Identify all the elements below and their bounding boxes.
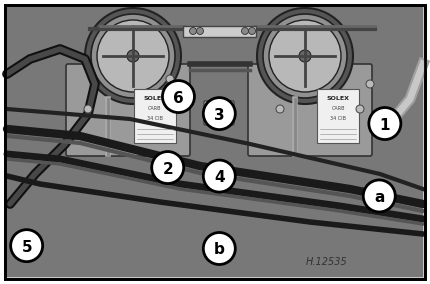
- Circle shape: [84, 105, 92, 113]
- FancyBboxPatch shape: [204, 101, 234, 125]
- Circle shape: [263, 14, 347, 98]
- Text: H.12535: H.12535: [306, 257, 348, 267]
- Text: SOLEX: SOLEX: [326, 97, 350, 101]
- Text: 4: 4: [214, 170, 224, 185]
- Circle shape: [91, 14, 175, 98]
- FancyBboxPatch shape: [7, 7, 423, 277]
- Text: 34 CIB: 34 CIB: [147, 116, 163, 122]
- FancyBboxPatch shape: [317, 89, 359, 143]
- Circle shape: [152, 152, 184, 183]
- Circle shape: [257, 8, 353, 104]
- Text: 2: 2: [163, 162, 173, 177]
- Text: 1: 1: [380, 118, 390, 133]
- Circle shape: [203, 233, 235, 264]
- Circle shape: [369, 108, 401, 139]
- Circle shape: [97, 20, 169, 92]
- Circle shape: [249, 28, 255, 34]
- FancyBboxPatch shape: [248, 64, 372, 156]
- FancyBboxPatch shape: [5, 5, 425, 279]
- Circle shape: [269, 20, 341, 92]
- Circle shape: [356, 105, 364, 113]
- Circle shape: [216, 105, 224, 113]
- FancyBboxPatch shape: [66, 64, 190, 156]
- Text: 5: 5: [22, 240, 32, 255]
- Circle shape: [363, 180, 395, 212]
- Text: SOLEX: SOLEX: [144, 97, 166, 101]
- Text: CARB: CARB: [331, 106, 345, 112]
- Text: 34 CIB: 34 CIB: [330, 116, 346, 122]
- Circle shape: [242, 28, 249, 34]
- Circle shape: [127, 50, 139, 62]
- Circle shape: [190, 28, 197, 34]
- Circle shape: [299, 50, 311, 62]
- Circle shape: [366, 80, 374, 88]
- FancyBboxPatch shape: [134, 89, 176, 143]
- Circle shape: [276, 105, 284, 113]
- Text: 3: 3: [214, 108, 224, 123]
- Text: b: b: [214, 243, 225, 258]
- Circle shape: [197, 28, 203, 34]
- FancyBboxPatch shape: [182, 26, 255, 37]
- Circle shape: [203, 160, 235, 192]
- Circle shape: [166, 75, 174, 83]
- Text: 6: 6: [173, 91, 184, 106]
- Circle shape: [163, 81, 194, 112]
- Text: a: a: [374, 190, 384, 205]
- Circle shape: [85, 8, 181, 104]
- Circle shape: [11, 230, 43, 262]
- Text: CARB: CARB: [148, 106, 162, 112]
- Circle shape: [203, 98, 235, 130]
